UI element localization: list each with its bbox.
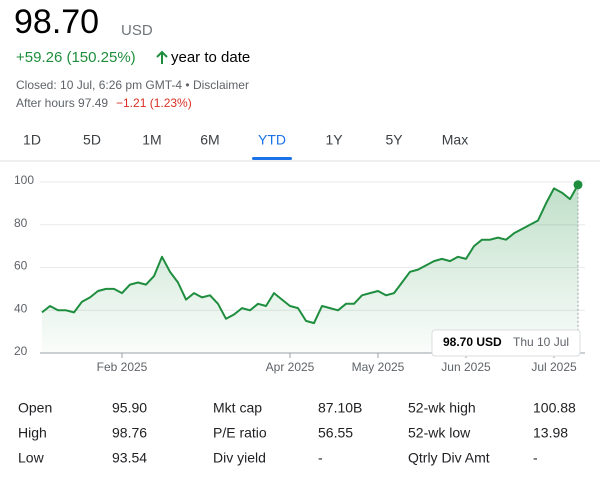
stats-table: Open 95.90 Mkt cap 87.10B 52-wk high 100.88 Hi… <box>18 400 576 466</box>
change: +59.26 (150.25%) <box>16 49 136 66</box>
tooltip-box <box>431 329 581 357</box>
y-tick-label: 60 <box>14 259 28 273</box>
tab[interactable]: Max <box>442 132 468 148</box>
stat-value: 87.10B <box>318 400 362 416</box>
stat-label: P/E ratio <box>213 425 267 441</box>
stat-value: 100.88 <box>533 400 576 416</box>
after-hours: After hours 97.49 <box>16 96 108 110</box>
y-tick-label: 100 <box>14 173 34 187</box>
tab[interactable]: 1M <box>142 132 161 148</box>
tab[interactable]: 5D <box>83 132 101 148</box>
y-tick-label: 40 <box>14 301 28 315</box>
y-tick-label: 80 <box>14 216 28 230</box>
area-fill <box>42 184 578 353</box>
x-tick-label: Jul 2025 <box>531 360 577 374</box>
x-tick-label: Apr 2025 <box>266 360 315 374</box>
stat-value: - <box>318 450 323 466</box>
price: 98.70 <box>14 3 99 41</box>
stat-label: Mkt cap <box>213 400 262 416</box>
tooltip-date: Thu 10 Jul <box>513 335 569 349</box>
currency: USD <box>121 22 153 39</box>
stat-value: 98.76 <box>112 425 147 441</box>
stat-label: High <box>18 425 47 441</box>
up-arrow <box>156 50 168 64</box>
stat-value: 56.55 <box>318 425 353 441</box>
tab[interactable]: 5Y <box>385 132 403 148</box>
price-line <box>41 184 579 325</box>
stat-label: Low <box>18 450 45 466</box>
stat-label: 52-wk high <box>408 400 476 416</box>
stat-value: - <box>533 450 538 466</box>
stat-value: 95.90 <box>112 400 147 416</box>
tab[interactable]: 1D <box>23 132 41 148</box>
x-tick-label: Jun 2025 <box>441 360 491 374</box>
tab-underline <box>252 157 292 160</box>
tabs: 1D 5D 1M 6M YTD 1Y 5Y Max <box>23 132 468 160</box>
x-tick-label: Feb 2025 <box>97 360 148 374</box>
end-dot <box>573 180 583 190</box>
after-change: −1.21 (1.23%) <box>116 96 192 110</box>
closed-note: Closed: 10 Jul, 6:26 pm GMT-4 • Disclaim… <box>16 78 249 92</box>
stat-label: Qtrly Div Amt <box>408 450 490 466</box>
stat-value: 13.98 <box>533 425 568 441</box>
y-tick-label: 20 <box>14 344 28 358</box>
tab[interactable]: YTD <box>258 132 286 148</box>
tooltip-price: 98.70 USD <box>443 335 502 349</box>
stat-value: 93.54 <box>112 450 147 466</box>
chart: 20 40 60 80 100 Feb 2025 Apr 2025 May 2025 Jun 2… <box>14 173 585 374</box>
stat-label: Open <box>18 400 52 416</box>
x-tick-label: May 2025 <box>352 360 405 374</box>
tab[interactable]: 6M <box>200 132 219 148</box>
period: year to date <box>171 49 250 66</box>
stat-label: Div yield <box>213 450 266 466</box>
tab[interactable]: 1Y <box>325 132 343 148</box>
stat-label: 52-wk low <box>408 425 471 441</box>
